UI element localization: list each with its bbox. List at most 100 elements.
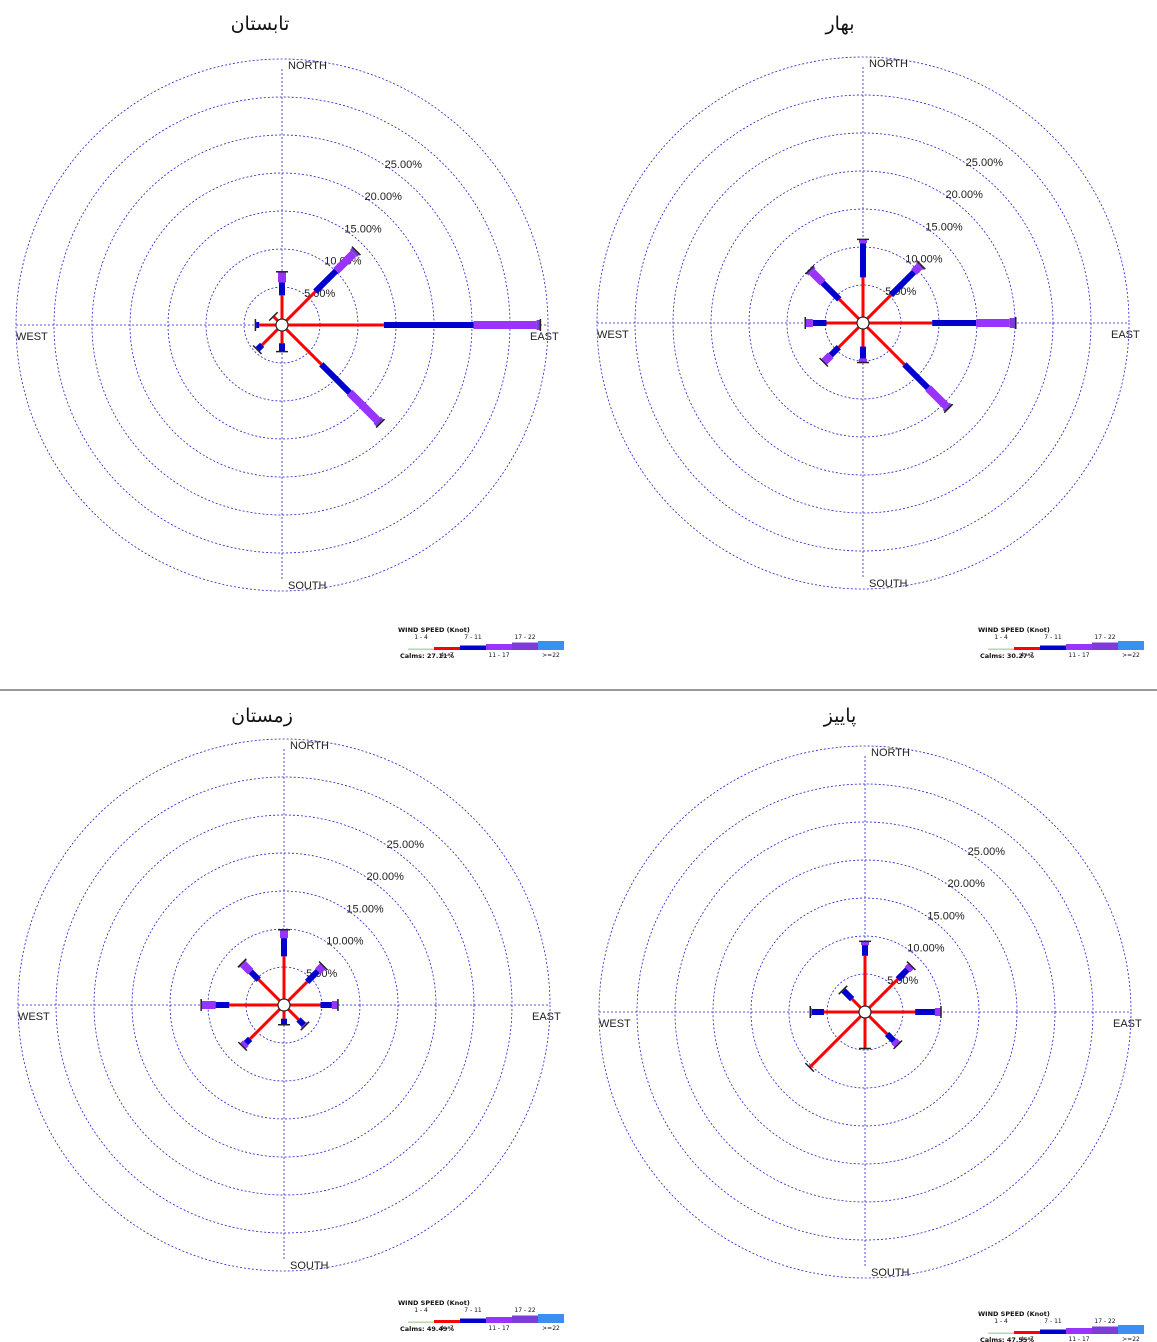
- panel-title: تابستان: [231, 13, 290, 35]
- spoke-end-cap: [268, 311, 279, 322]
- grid-ring: [598, 745, 1132, 1279]
- spoke-segment: [283, 290, 317, 324]
- spoke-segment: [864, 293, 893, 322]
- spoke-end-cap: [300, 1021, 310, 1031]
- legend-title: WIND SPEED (Knot): [398, 1299, 470, 1307]
- legend-bin-label: 4 - 7: [1020, 1336, 1034, 1342]
- compass-north-label: NORTH: [288, 60, 327, 72]
- spoke-segment: [304, 969, 320, 985]
- legend-bin-label: 4 - 7: [440, 1325, 454, 1332]
- calm-circle: [275, 318, 289, 332]
- calm-circle: [858, 1005, 872, 1019]
- compass-south-label: SOUTH: [288, 580, 327, 592]
- legend-bin-label: 7 - 11: [1044, 1318, 1062, 1325]
- legend-bin-label: 17 - 22: [1094, 634, 1115, 641]
- spoke-segment: [838, 298, 862, 322]
- ring-label: 10.00%: [905, 254, 943, 266]
- spoke-end-cap: [318, 960, 329, 971]
- legend-bin-label: 7 - 11: [464, 1307, 482, 1314]
- spoke-segment: [895, 967, 910, 982]
- legend-swatch: [408, 1321, 434, 1323]
- ring-label: 20.00%: [946, 189, 984, 201]
- calm-circle: [856, 316, 870, 330]
- compass-south-label: SOUTH: [290, 1260, 329, 1272]
- spoke-segment: [283, 326, 323, 366]
- legend-bin-label: 11 - 17: [1068, 652, 1089, 659]
- calms-label: Calms: 30.27%: [980, 652, 1034, 660]
- spoke-segment: [285, 980, 309, 1004]
- ring-label: 15.00%: [344, 223, 382, 235]
- spoke-end-cap: [804, 1062, 815, 1073]
- legend-swatch: [1014, 1331, 1040, 1334]
- legend-bin-label: >=22: [542, 1325, 560, 1332]
- legend-bin-label: 7 - 11: [464, 634, 482, 641]
- spoke-segment: [864, 324, 906, 366]
- legend-swatch: [460, 1318, 486, 1323]
- spoke-segment: [346, 389, 380, 423]
- spoke-segment: [828, 345, 841, 358]
- ring-label: 15.00%: [927, 910, 965, 922]
- legend-title: WIND SPEED (Knot): [398, 626, 470, 634]
- compass-east-label: EAST: [1111, 329, 1140, 341]
- compass-east-label: EAST: [530, 331, 559, 343]
- legend-bin-label: 1 - 4: [994, 1318, 1008, 1325]
- speed-legend: WIND SPEED (Knot)1 - 4 4 - 7 7 - 11 11 - 17…: [978, 626, 1144, 660]
- spoke-segment: [319, 362, 352, 395]
- grid-ring: [596, 56, 1130, 590]
- spoke-end-cap: [838, 985, 848, 995]
- spoke-end-cap: [237, 958, 247, 968]
- spoke-segment: [866, 978, 899, 1011]
- legend-title: WIND SPEED (Knot): [978, 626, 1050, 634]
- legend-bin-label: 1 - 4: [994, 634, 1008, 641]
- legend-bin-label: 7 - 11: [1044, 634, 1062, 641]
- spoke-end-cap: [375, 418, 386, 429]
- legend-swatch: [1066, 644, 1092, 650]
- ring-label: 15.00%: [925, 221, 963, 233]
- spoke-end-cap: [818, 357, 829, 368]
- spoke-segment: [911, 263, 923, 275]
- legend-swatch: [1092, 1326, 1118, 1334]
- wind-rose-panel: تابستانNORTHSOUTHEASTWEST5.00%10.00%15.0…: [15, 13, 564, 660]
- spoke-segment: [820, 280, 842, 302]
- ring-label: 20.00%: [948, 878, 986, 890]
- calm-circle: [277, 998, 291, 1012]
- spoke-segment: [820, 352, 834, 366]
- spoke-segment: [315, 962, 327, 974]
- legend-swatch: [460, 645, 486, 650]
- spoke-segment: [239, 1040, 249, 1050]
- spoke-segment: [255, 342, 265, 352]
- spoke-end-cap: [805, 265, 815, 275]
- compass-north-label: NORTH: [290, 740, 329, 752]
- spoke-segment: [888, 269, 917, 298]
- wind-rose-panel: بهارNORTHSOUTHEASTWEST5.00%10.00%15.00%2…: [596, 13, 1144, 660]
- spoke-segment: [261, 326, 281, 346]
- spoke-end-cap: [237, 1041, 248, 1052]
- spoke-segment: [904, 962, 915, 973]
- legend-bin-label: 11 - 17: [488, 652, 509, 659]
- spoke-segment: [373, 416, 384, 427]
- wind-rose-panel: پاییزNORTHSOUTHEASTWEST5.00%10.00%15.00%…: [598, 705, 1144, 1342]
- spoke-end-cap: [906, 961, 916, 971]
- ring-label: 25.00%: [387, 839, 425, 851]
- ring-label: 15.00%: [346, 903, 384, 915]
- legend-swatch: [512, 642, 538, 650]
- compass-south-label: SOUTH: [869, 578, 908, 590]
- legend-swatch: [1118, 641, 1144, 650]
- ring-label: 25.00%: [385, 159, 423, 171]
- legend-bin-label: 11 - 17: [1068, 1336, 1089, 1342]
- spoke-segment: [837, 324, 862, 349]
- spoke-segment: [884, 1031, 897, 1044]
- legend-swatch: [538, 1314, 564, 1323]
- calms-label: Calms: 47.55%: [980, 1336, 1034, 1342]
- legend-bin-label: 4 - 7: [440, 652, 454, 659]
- spoke-end-cap: [916, 260, 926, 270]
- spoke-end-cap: [252, 344, 263, 355]
- legend-bin-label: 4 - 7: [1020, 652, 1034, 659]
- spoke-end-cap: [893, 1040, 903, 1050]
- ring-label: 25.00%: [966, 157, 1004, 169]
- compass-north-label: NORTH: [869, 58, 908, 70]
- spoke-segment: [296, 1017, 307, 1028]
- spoke-end-cap: [351, 246, 361, 256]
- spoke-segment: [257, 978, 283, 1004]
- legend-bin-label: 17 - 22: [514, 1307, 535, 1314]
